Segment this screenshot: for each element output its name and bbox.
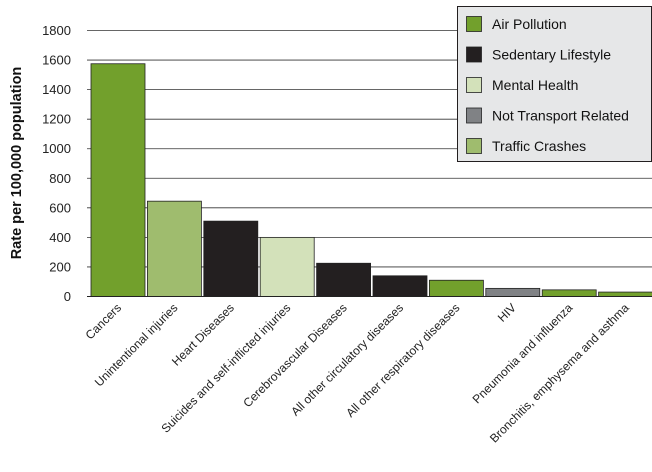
bar: [372, 275, 428, 297]
y-tick-label: 400: [49, 230, 71, 245]
legend-label: Air Pollution: [492, 16, 567, 32]
bar: [146, 200, 202, 297]
legend-label: Traffic Crashes: [492, 138, 586, 154]
x-tick-label: HIV: [495, 301, 519, 325]
bar: [541, 289, 597, 297]
y-tick-label: 1200: [42, 112, 71, 127]
bar: [259, 236, 315, 297]
y-tick-label: 1600: [42, 53, 71, 68]
legend-swatch: [466, 138, 482, 154]
y-tick-label: 1800: [42, 23, 71, 38]
legend: Air Pollution Sedentary Lifestyle Mental H…: [457, 6, 652, 162]
y-tick-label: 1400: [42, 82, 71, 97]
bar: [90, 63, 146, 297]
legend-swatch: [466, 107, 482, 124]
bar: [316, 262, 372, 297]
bars: [90, 63, 652, 297]
y-tick-label: 0: [64, 289, 71, 304]
bar: [598, 291, 652, 297]
bar: [428, 279, 484, 297]
legend-box: [457, 6, 652, 162]
bar: [485, 287, 541, 297]
y-tick-label: 200: [49, 259, 71, 274]
legend-swatch: [466, 46, 482, 63]
legend-swatch: [466, 77, 482, 93]
y-tick-label: 800: [49, 171, 71, 186]
legend-label: Not Transport Related: [492, 108, 629, 124]
y-axis-ticks: 0 200 400 600 800 1000 1200 1400 1600 1800: [42, 23, 71, 304]
y-tick-label: 1000: [42, 141, 71, 156]
x-tick-label: Cerebrovascular Diseases: [240, 301, 349, 410]
x-tick-label: Cancers: [83, 301, 124, 342]
x-tick-label: All other respiratory diseases: [343, 301, 462, 420]
y-axis-label: Rate per 100,000 population: [9, 67, 25, 260]
x-tick-label: All other circulatory diseases: [288, 301, 406, 419]
x-tick-label: Pneumonia and influenza: [470, 300, 576, 406]
legend-label: Sedentary Lifestyle: [492, 47, 611, 63]
y-tick-label: 600: [49, 200, 71, 215]
legend-swatch: [466, 16, 482, 32]
legend-label: Mental Health: [492, 77, 578, 93]
bar: [203, 220, 259, 297]
